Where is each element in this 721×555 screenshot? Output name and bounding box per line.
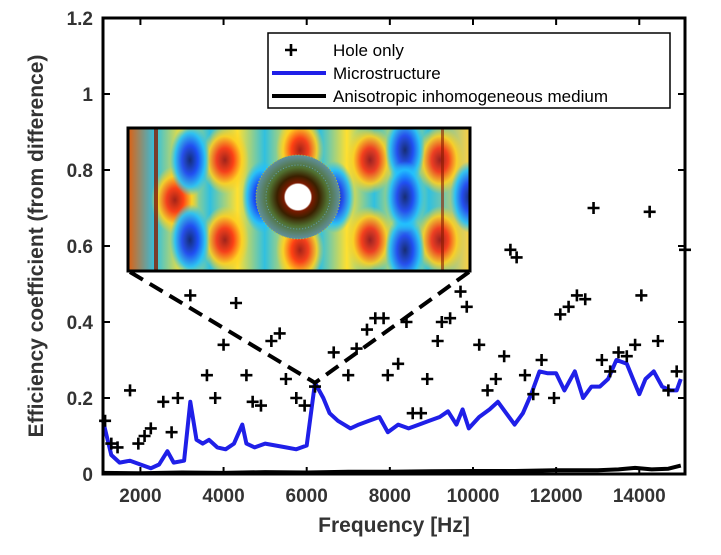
x-axis-label: Frequency [Hz] [318, 514, 470, 537]
hole-only-marker [265, 335, 278, 347]
hole-only-marker [670, 365, 683, 378]
zoom-line-left [128, 270, 317, 385]
hole-only-marker [246, 395, 259, 408]
hole [285, 184, 311, 210]
hole-only-marker [595, 354, 608, 366]
hole-only-marker [612, 346, 625, 359]
hole-only-marker [435, 316, 448, 328]
x-tick-label: 14000 [613, 486, 666, 507]
hole-only-marker [132, 437, 145, 450]
hole-only-marker [392, 357, 405, 370]
hole-only-marker [217, 338, 230, 351]
hole-only-marker [273, 327, 286, 340]
hole-only-marker [620, 350, 633, 363]
x-tick-label: 2000 [119, 486, 161, 507]
y-tick-label: 0.8 [67, 161, 93, 182]
hole-only-marker [165, 426, 178, 439]
hole-only-marker [342, 369, 355, 382]
hole-only-marker [327, 346, 340, 359]
plot-frame [101, 16, 687, 476]
hole-only-marker [99, 414, 112, 427]
zoom-line-right [313, 270, 471, 385]
hole-only-marker [651, 335, 664, 347]
y-tick-label: 0.2 [67, 389, 93, 410]
hole-only-marker [381, 369, 394, 382]
x-tick-label: 6000 [286, 486, 328, 507]
hole-only-marker [535, 354, 548, 366]
hole-only-marker [209, 392, 222, 404]
legend-label-microstructure: Microstructure [333, 64, 441, 83]
hole-only-marker [570, 289, 583, 302]
hole-only-marker [111, 441, 124, 454]
legend-label-hole-only: Hole only [333, 41, 404, 60]
field-map-inset [126, 126, 472, 385]
y-tick-label: 0.4 [67, 313, 94, 334]
hole-only-marker [254, 399, 267, 412]
legend-label-anisotropic: Anisotropic inhomogeneous medium [333, 87, 608, 106]
microstructure-line [101, 358, 683, 471]
legend-item-hole-only: Hole only [285, 41, 404, 60]
hole-only-marker [171, 392, 184, 404]
hole-only-marker [431, 335, 444, 347]
hole-only-marker [518, 369, 531, 382]
legend-item-anisotropic: Anisotropic inhomogeneous medium [272, 87, 608, 106]
hole-only-marker [587, 202, 600, 214]
hole-only-marker [240, 369, 253, 382]
x-tick-label: 12000 [530, 486, 583, 507]
hole-only-marker [481, 384, 494, 397]
hole-only-marker [454, 285, 467, 298]
x-tick-label: 10000 [447, 486, 500, 507]
hole-only-marker [554, 308, 567, 321]
hole-only-marker [579, 293, 592, 306]
hole-only-marker [489, 373, 502, 385]
y-tick-label: 1.2 [67, 9, 93, 30]
hole-only-marker [635, 289, 648, 302]
hole-only-marker [662, 384, 675, 397]
hole-only-marker [157, 395, 170, 408]
y-tick-label: 1 [82, 85, 93, 106]
hole-only-marker [200, 369, 213, 382]
y-tick-label: 0.6 [67, 237, 93, 258]
hole-only-marker [643, 205, 656, 218]
x-axis: 2000 4000 6000 8000 10000 12000 14000 [119, 18, 666, 507]
hole-only-marker [548, 392, 561, 404]
hole-only-marker [562, 300, 575, 313]
legend-box [267, 32, 671, 109]
hole-only-markers [99, 202, 691, 454]
hole-only-marker [138, 430, 151, 442]
hole-only-marker [105, 437, 118, 450]
hole-only-marker [279, 373, 292, 385]
x-tick-label: 8000 [369, 486, 411, 507]
hole-only-marker [629, 338, 642, 351]
hole-only-marker [510, 251, 523, 264]
hole-only-marker [504, 243, 517, 256]
hole-only-marker [498, 350, 511, 363]
hole-only-marker [144, 422, 157, 435]
hole-only-marker [604, 365, 617, 378]
hole-only-marker [473, 338, 486, 351]
legend: Hole only Microstructure Anisotropic inh… [267, 32, 671, 109]
hole-only-marker [360, 323, 373, 336]
hole-only-marker [421, 373, 434, 385]
hole-only-marker [290, 392, 303, 404]
hole-only-marker [527, 388, 540, 401]
y-axis-label: Efficiency coefficient (from difference) [25, 55, 48, 438]
legend-item-microstructure: Microstructure [272, 64, 441, 83]
hole-only-marker [184, 289, 197, 302]
hole-only-marker [415, 407, 428, 420]
hole-only-marker [124, 384, 137, 397]
hole-only-marker [444, 312, 457, 325]
hole-only-marker [230, 297, 243, 309]
y-tick-label: 0 [82, 465, 93, 486]
x-tick-label: 4000 [202, 486, 244, 507]
hole-only-marker [460, 300, 473, 313]
hole-only-marker [298, 399, 311, 412]
hole-only-marker [377, 312, 390, 325]
